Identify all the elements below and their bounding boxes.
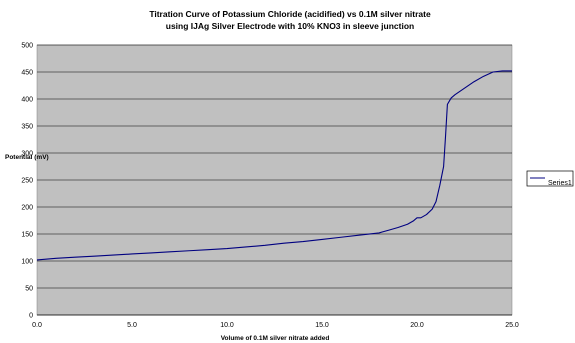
y-axis-ticks: 0 50 100 150 200 250 300 350 400 450 500 [21,43,33,320]
chart-title-line2: using IJAg Silver Electrode with 10% KNO… [166,21,414,31]
y-axis-title: Potential (mV) [5,154,49,161]
y-tick-label: 0 [29,313,33,320]
legend-box [526,170,574,187]
y-tick-label: 150 [21,232,33,239]
legend-label-series1: Series1 [548,180,572,187]
x-axis-title: Volume of 0.1M silver nitrate added [221,335,330,342]
x-tick-label: 20.0 [410,322,424,329]
x-axis-ticks: 0.0 5.0 10.0 15.0 20.0 25.0 [32,322,519,329]
y-tick-label: 400 [21,97,33,104]
y-tick-label: 250 [21,178,33,185]
legend: Series1 [526,170,574,187]
y-tick-label: 100 [21,259,33,266]
series-layer [36,70,512,261]
x-tick-label: 25.0 [505,322,519,329]
x-tick-label: 5.0 [127,322,137,329]
x-tick-label: 15.0 [315,322,329,329]
y-tick-label: 500 [21,43,33,50]
y-tick-label: 450 [21,70,33,77]
x-tick-label: 10.0 [220,322,234,329]
series-line-0 [36,70,512,261]
y-tick-label: 200 [21,205,33,212]
x-tick-label: 0.0 [32,322,42,329]
y-tick-label: 300 [21,151,33,158]
grid-lines [37,44,512,316]
y-tick-label: 50 [25,286,33,293]
chart-title-line1: Titration Curve of Potassium Chloride (a… [149,9,431,19]
y-tick-label: 350 [21,124,33,131]
